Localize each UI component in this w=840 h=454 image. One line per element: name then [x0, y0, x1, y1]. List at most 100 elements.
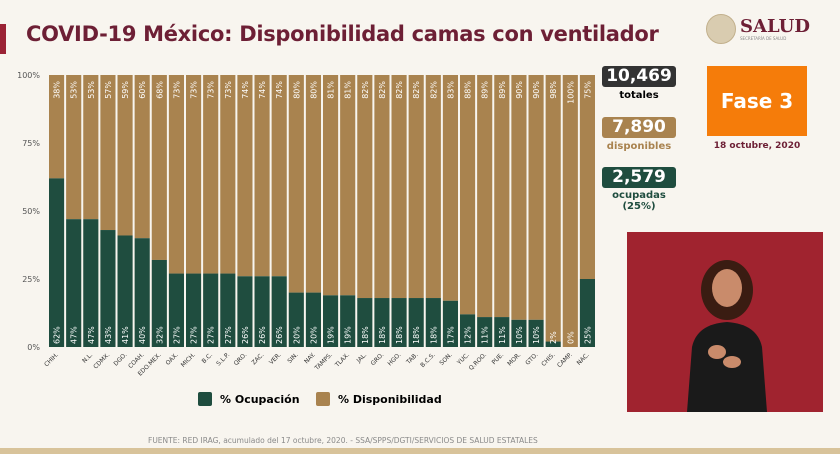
data-label-ocupacion: 26% [275, 326, 284, 344]
data-label-ocupacion: 41% [121, 326, 130, 344]
legend-label: % Disponibilidad [338, 392, 442, 406]
x-tick-label: N.L. [81, 351, 94, 364]
data-label-ocupacion: 40% [138, 326, 147, 344]
bar-disponibilidad [391, 75, 407, 299]
bar-disponibilidad [579, 75, 595, 279]
total-label: totales [619, 90, 659, 101]
x-tick-label: VER. [268, 351, 283, 366]
title-accent [0, 24, 6, 54]
data-label-ocupacion: 12% [464, 326, 473, 344]
x-tick-label: CHIH. [43, 351, 60, 368]
data-label-ocupacion: 47% [87, 326, 96, 344]
bar-disponibilidad [49, 75, 65, 179]
bar-ocupacion [528, 319, 544, 347]
bar-ocupacion [340, 295, 356, 347]
data-label-ocupacion: 32% [155, 326, 164, 344]
bar-ocupacion [357, 298, 373, 347]
bar-ocupacion [288, 292, 304, 347]
salud-logo: SALUD SECRETARÍA DE SALUD [706, 14, 810, 44]
bar-disponibilidad [340, 75, 356, 296]
data-label-ocupacion: 2% [549, 331, 558, 344]
data-label-disponibilidad: 74% [241, 81, 250, 99]
data-label-disponibilidad: 82% [395, 81, 404, 99]
bar-ocupacion [186, 273, 202, 347]
seal-icon [706, 14, 736, 44]
x-tick-label: B.C. [201, 351, 215, 365]
phase-badge: Fase 3 [707, 66, 807, 136]
data-label-disponibilidad: 82% [361, 81, 370, 99]
bar-ocupacion [117, 235, 133, 347]
data-label-ocupacion: 10% [515, 326, 524, 344]
source-note: FUENTE: RED IRAG, acumulado del 17 octub… [148, 436, 538, 445]
data-label-ocupacion: 18% [361, 326, 370, 344]
phase-date: 18 octubre, 2020 [713, 141, 801, 151]
bar-ocupacion [442, 300, 458, 347]
x-tick-label: NAY. [303, 351, 317, 365]
bar-disponibilidad [442, 75, 458, 301]
bar-disponibilidad [134, 75, 150, 239]
bar-ocupacion [408, 298, 424, 347]
data-label-disponibilidad: 73% [224, 81, 233, 99]
x-tick-label: TLAX. [333, 351, 351, 369]
bar-ocupacion [494, 317, 510, 347]
bar-ocupacion [49, 178, 65, 347]
data-label-ocupacion: 25% [583, 326, 592, 344]
data-label-ocupacion: 27% [172, 326, 181, 344]
x-tick-label: HGO. [387, 351, 403, 367]
bar-ocupacion [425, 298, 441, 347]
bar-disponibilidad [271, 75, 287, 277]
data-label-disponibilidad: 98% [549, 81, 558, 99]
bar-ocupacion [134, 238, 150, 347]
occupied-label: ocupadas [612, 190, 666, 201]
data-label-disponibilidad: 74% [275, 81, 284, 99]
bar-disponibilidad [357, 75, 373, 299]
data-label-disponibilidad: 81% [327, 81, 336, 99]
y-tick-label: 0% [27, 343, 40, 352]
bar-disponibilidad [203, 75, 219, 274]
x-tick-label: GRO. [370, 351, 386, 367]
data-label-ocupacion: 18% [378, 326, 387, 344]
page-title: COVID-19 México: Disponibilidad camas co… [26, 22, 659, 46]
data-label-disponibilidad: 53% [70, 81, 79, 99]
bar-disponibilidad [288, 75, 304, 293]
bar-ocupacion [323, 295, 339, 347]
bar-disponibilidad [254, 75, 270, 277]
bar-ocupacion [220, 273, 236, 347]
bar-disponibilidad [528, 75, 544, 320]
x-tick-label: GTO. [524, 351, 539, 366]
data-label-disponibilidad: 57% [104, 81, 113, 99]
legend-label: % Ocupación [220, 392, 300, 406]
x-tick-label: PUE. [491, 351, 506, 366]
bar-ocupacion [168, 273, 184, 347]
data-label-ocupacion: 27% [224, 326, 233, 344]
x-tick-label: QRO. [233, 351, 249, 367]
data-label-disponibilidad: 38% [53, 81, 62, 99]
data-label-ocupacion: 26% [258, 326, 267, 344]
x-tick-label: JAL. [355, 351, 369, 365]
bar-disponibilidad [151, 75, 167, 260]
interpreter-figure [687, 260, 767, 412]
available-value: 7,890 [602, 117, 676, 138]
y-tick-label: 75% [22, 139, 40, 148]
bar-ocupacion [391, 298, 407, 347]
data-label-disponibilidad: 82% [412, 81, 421, 99]
bar-disponibilidad [511, 75, 527, 320]
x-tick-label: CDMX. [92, 351, 111, 370]
data-label-disponibilidad: 73% [172, 81, 181, 99]
data-label-disponibilidad: 90% [515, 81, 524, 99]
data-label-disponibilidad: 80% [292, 81, 301, 99]
x-tick-label: Q.ROO. [468, 351, 489, 372]
data-label-disponibilidad: 90% [532, 81, 541, 99]
x-tick-label: SIN. [286, 351, 299, 364]
data-label-disponibilidad: 73% [207, 81, 216, 99]
bar-chart: 0%25%50%75%100%38%62%CHIH.53%47%53%47%N.… [17, 71, 595, 377]
sign-language-interpreter-video [627, 232, 823, 412]
x-tick-label: NAC. [576, 351, 591, 366]
data-label-ocupacion: 18% [412, 326, 421, 344]
data-label-ocupacion: 26% [241, 326, 250, 344]
stat-available: 7,890 disponibles [602, 117, 676, 152]
data-label-disponibilidad: 68% [155, 81, 164, 99]
bar-disponibilidad [477, 75, 493, 318]
logo-subtext: SECRETARÍA DE SALUD [740, 35, 787, 41]
bar-ocupacion [477, 317, 493, 347]
